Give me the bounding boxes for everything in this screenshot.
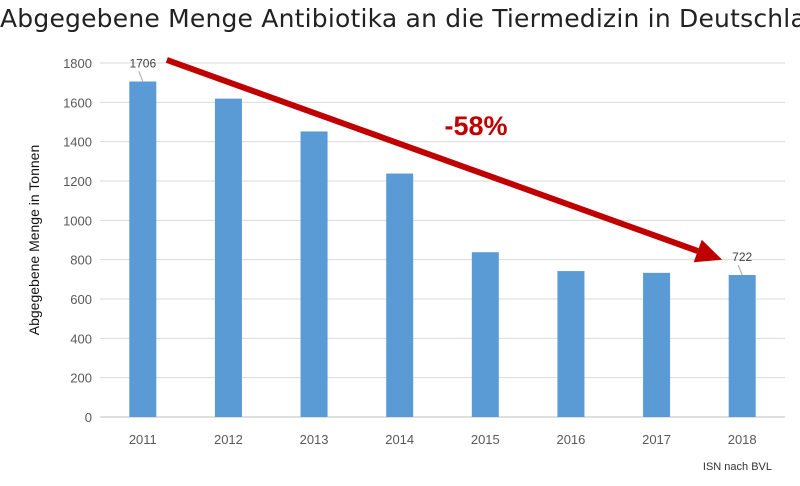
gridlines [100,62,785,418]
bar-2011 [129,81,157,417]
y-tick-label: 200 [70,371,92,386]
y-tick-label: 1800 [63,56,92,71]
x-tick-label: 2014 [385,432,414,447]
bar-2014 [386,173,414,417]
x-tick-label: 2011 [129,432,157,447]
y-tick-label: 1600 [63,95,92,110]
x-tick-label: 2016 [556,432,585,447]
y-tick-label: 1400 [63,135,92,150]
x-tick-label: 2012 [214,432,243,447]
trend-arrow-shaft [165,57,699,254]
bar-2018 [728,275,756,417]
x-tick-label: 2013 [300,432,329,447]
y-axis-label: Abgegebene Menge in Tonnen [26,145,42,335]
bars [129,81,756,417]
chart-title: Abgegebene Menge Antibiotika an die Tier… [0,4,800,33]
bar-2012 [214,98,242,417]
y-tick-label: 400 [70,331,92,346]
source-note: ISN nach BVL [702,461,772,473]
bar-2015 [471,252,499,417]
data-label-leader [138,71,144,82]
y-tick-label: 1200 [63,174,92,189]
data-label: 722 [732,250,752,264]
x-tick-labels: 2011 2012 2013 2014 2015 2016 2017 2018 [129,432,757,447]
trend-arrow-head [693,239,723,263]
data-label: 1706 [129,56,156,70]
y-tick-label: 1000 [63,213,92,228]
y-tick-label: 600 [70,292,92,307]
bar-2016 [557,271,585,417]
y-tick-label: 0 [85,410,92,425]
percent-change-annotation: -58% [444,111,507,141]
y-tick-label: 800 [70,253,92,268]
x-tick-label: 2018 [728,432,757,447]
bar-2013 [300,131,328,417]
data-labels: 1706 722 [129,56,753,276]
data-label-leader [737,264,743,276]
x-tick-label: 2015 [471,432,500,447]
y-tick-labels: 0 200 400 600 800 1000 1200 1400 1600 1800 [63,56,92,425]
x-tick-label: 2017 [642,432,671,447]
trend-arrow [165,57,723,263]
bar-2017 [643,272,671,417]
